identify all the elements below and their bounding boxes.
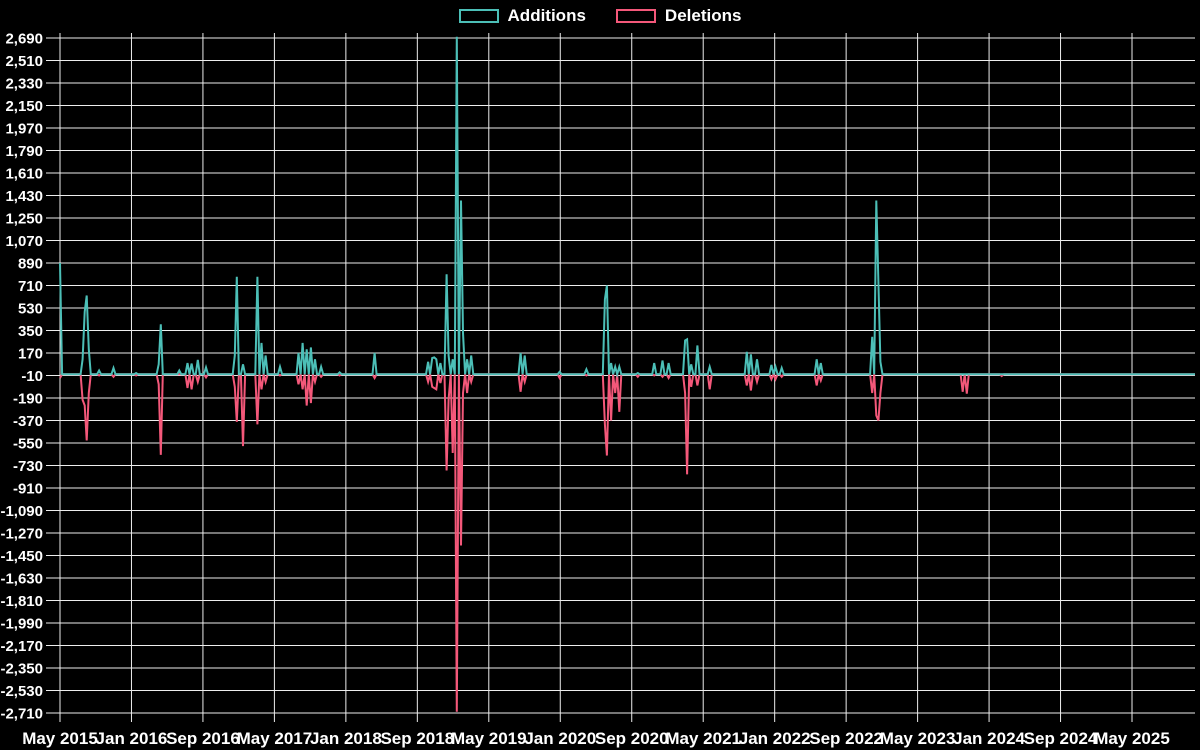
y-tick-label: 890 xyxy=(18,256,43,273)
y-tick-label: 1,070 xyxy=(5,233,43,250)
vertical-gridlines xyxy=(59,33,1133,722)
y-tick-label: 350 xyxy=(18,323,43,340)
y-tick-label: -10 xyxy=(21,368,43,385)
x-tick-label: May 2021 xyxy=(665,729,741,748)
y-tick-label: 2,150 xyxy=(5,98,43,115)
y-tick-label: -730 xyxy=(13,458,43,475)
chart-legend: Additions Deletions xyxy=(0,7,1200,24)
x-tick-label: Jan 2024 xyxy=(953,729,1025,748)
deletions-swatch-icon xyxy=(615,8,656,23)
y-tick-label: -910 xyxy=(13,481,43,498)
additions-line xyxy=(59,36,1195,379)
x-tick-label: Sep 2024 xyxy=(1024,729,1098,748)
y-tick-label: 2,330 xyxy=(5,76,43,93)
y-tick-label: 1,970 xyxy=(5,121,43,138)
y-tick-label: -1,270 xyxy=(0,526,43,543)
x-tick-label: May 2019 xyxy=(451,729,527,748)
y-axis-tick-labels: 2,690 2,510 2,330 2,150 1,970 1,790 1,610 1,430… xyxy=(0,31,43,723)
x-tick-label: Sep 2022 xyxy=(809,729,883,748)
legend-item-additions[interactable]: Additions xyxy=(458,6,586,25)
y-tick-label: 1,430 xyxy=(5,188,43,205)
x-tick-label: May 2025 xyxy=(1094,729,1170,748)
x-tick-label: May 2017 xyxy=(237,729,313,748)
y-tick-label: 1,610 xyxy=(5,166,43,183)
y-tick-label: -370 xyxy=(13,413,43,430)
y-tick-label: -1,090 xyxy=(0,503,43,520)
x-tick-label: Jan 2022 xyxy=(739,729,811,748)
y-tick-label: -1,630 xyxy=(0,571,43,588)
y-tick-label: 530 xyxy=(18,301,43,318)
x-tick-label: Sep 2020 xyxy=(595,729,669,748)
x-tick-label: Jan 2018 xyxy=(310,729,382,748)
y-tick-label: -1,810 xyxy=(0,593,43,610)
x-tick-label: Jan 2020 xyxy=(524,729,596,748)
x-tick-label: Jan 2016 xyxy=(96,729,168,748)
x-tick-label: May 2023 xyxy=(880,729,956,748)
y-tick-label: -2,350 xyxy=(0,661,43,678)
additions-swatch-icon xyxy=(458,8,499,23)
x-tick-label: May 2015 xyxy=(22,729,98,748)
y-tick-label: -2,170 xyxy=(0,638,43,655)
x-tick-label: Sep 2018 xyxy=(380,729,454,748)
y-tick-label: 710 xyxy=(18,278,43,295)
y-tick-label: -550 xyxy=(13,436,43,453)
y-tick-label: 1,250 xyxy=(5,211,43,228)
y-tick-label: -1,450 xyxy=(0,548,43,565)
y-tick-label: 1,790 xyxy=(5,143,43,160)
y-tick-label: 170 xyxy=(18,346,43,363)
y-tick-label: -190 xyxy=(13,391,43,408)
y-tick-label: -2,710 xyxy=(0,706,43,723)
y-tick-label: 2,510 xyxy=(5,53,43,70)
legend-item-deletions[interactable]: Deletions xyxy=(615,6,742,25)
additions-legend-label: Additions xyxy=(507,6,586,25)
deletions-line xyxy=(59,371,1195,712)
x-tick-label: Sep 2016 xyxy=(166,729,240,748)
y-tick-label: -1,990 xyxy=(0,616,43,633)
y-tick-label: 2,690 xyxy=(5,31,43,48)
deletions-legend-label: Deletions xyxy=(664,6,742,25)
y-tick-label: -2,530 xyxy=(0,683,43,700)
